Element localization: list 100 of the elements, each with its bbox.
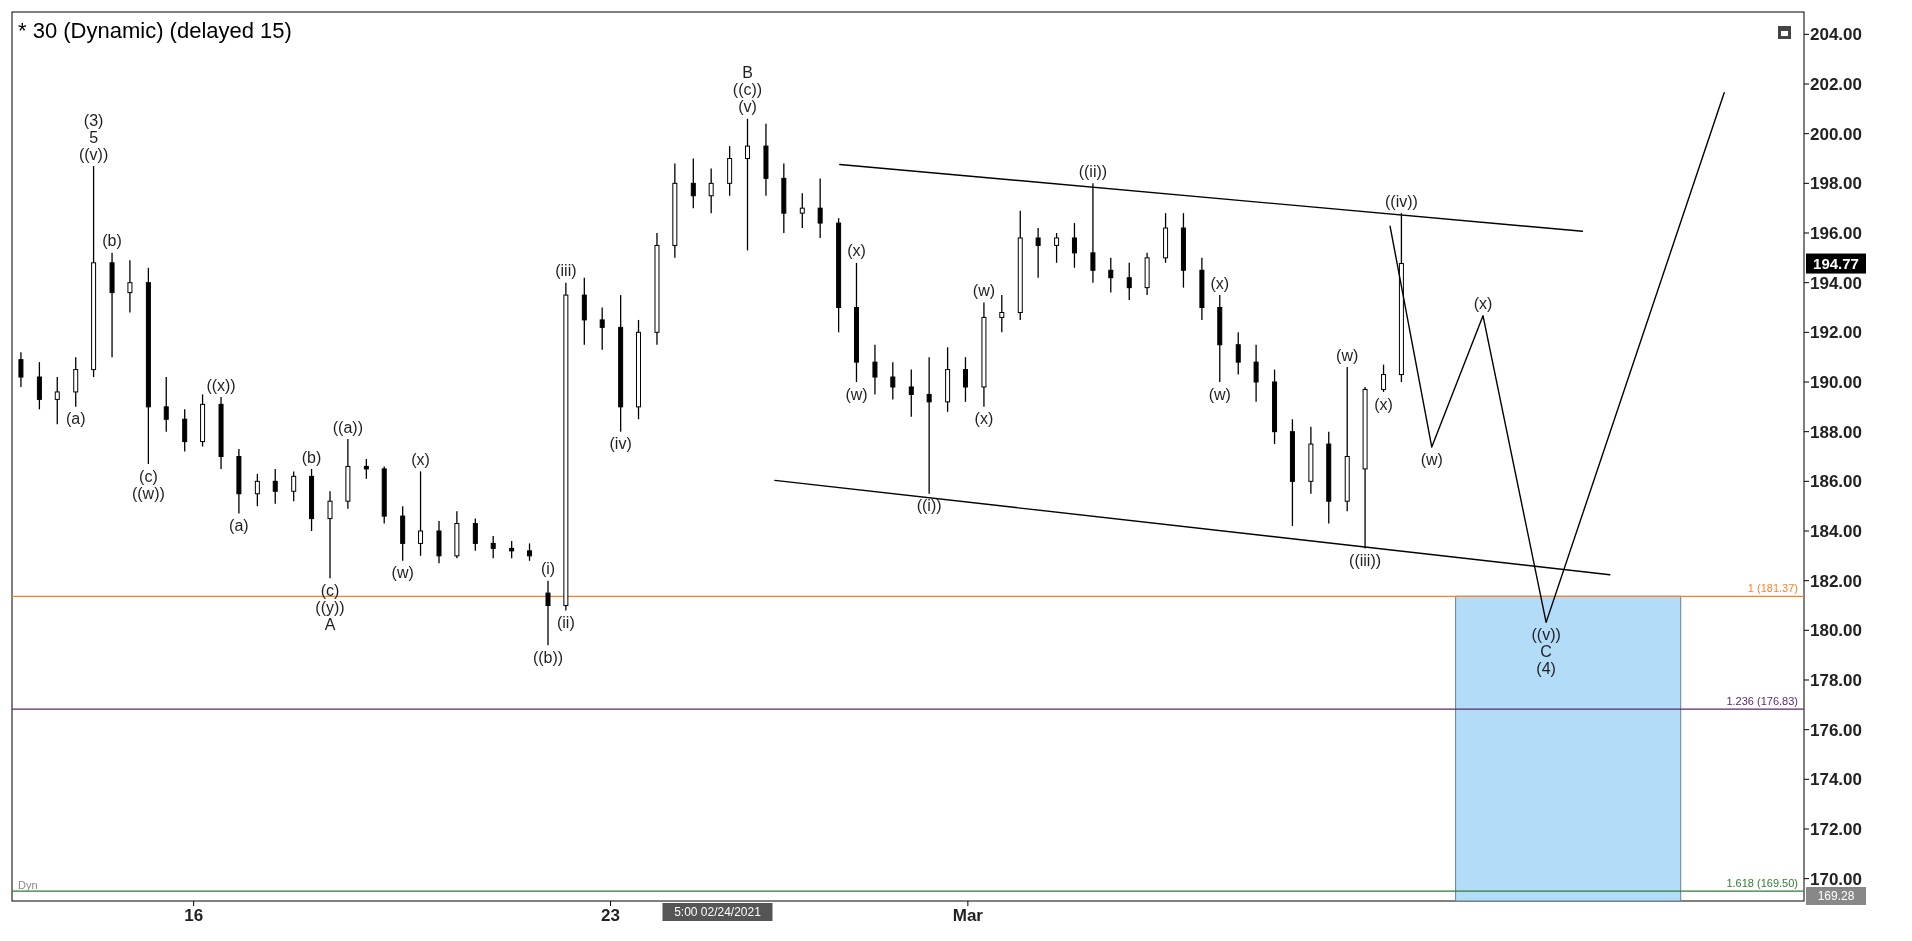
y-tick-label: 184.00 [1810, 521, 1862, 541]
annotation: 5 [89, 128, 99, 146]
annotation: (w) [845, 385, 868, 403]
y-tick-label: 176.00 [1810, 720, 1862, 740]
candlestick [254, 473, 260, 507]
candlestick [599, 306, 605, 351]
candlestick [272, 468, 278, 505]
annotation: ((v)) [78, 145, 109, 163]
annotation: ((w)) [131, 484, 165, 502]
x-tick-label: Mar [952, 906, 984, 925]
candlestick [1126, 262, 1132, 301]
annotation: (iv) [609, 435, 632, 453]
ref-line-label: 1.236 (176.83) [1726, 695, 1798, 708]
x-tick-label: 23 [601, 906, 620, 925]
y-tick-label: 186.00 [1810, 472, 1862, 492]
candlestick [545, 580, 551, 646]
y-tick-label: 180.00 [1810, 621, 1862, 641]
annotation: (3) [83, 111, 104, 129]
candlestick [490, 535, 496, 559]
annotation: (b) [102, 232, 122, 250]
y-tick-label: 190.00 [1810, 372, 1862, 392]
candlestick [127, 259, 133, 314]
annotation: (x) [1473, 295, 1493, 313]
annotation: (w) [972, 282, 996, 300]
y-tick-label: 170.00 [1810, 869, 1862, 889]
y-tick-label: 172.00 [1810, 819, 1862, 839]
candlestick [36, 361, 42, 410]
candlestick [872, 344, 878, 396]
y-tick-label: 204.00 [1810, 25, 1862, 45]
candlestick [890, 361, 896, 401]
y-tick-label: 196.00 [1810, 223, 1862, 243]
candlestick [908, 368, 914, 418]
annotation: (v) [738, 98, 757, 116]
candlestick [54, 376, 60, 425]
annotation: A [324, 615, 336, 633]
y-tick-label: 174.00 [1810, 770, 1862, 790]
candlestick [327, 490, 333, 579]
annotation: ((b)) [532, 648, 564, 666]
annotation: ((i)) [916, 497, 942, 515]
annotation: (x) [974, 410, 994, 428]
candlestick [18, 351, 24, 388]
annotation: B [742, 64, 753, 82]
ref-line-label: 1.618 (169.50) [1726, 877, 1798, 890]
annotation: (w) [1208, 385, 1231, 403]
candlestick [926, 356, 932, 495]
annotation: ((ii)) [1078, 162, 1108, 180]
annotation: (iii) [555, 262, 577, 280]
candlestick [291, 470, 297, 502]
candlestick [182, 408, 188, 453]
y-tick-label: 182.00 [1810, 571, 1862, 591]
annotation: (x) [847, 242, 866, 260]
annotation: (b) [301, 448, 322, 466]
annotation: ((c)) [732, 81, 763, 99]
candlestick [799, 192, 805, 229]
annotation: (w) [391, 564, 414, 582]
annotation: (4) [1536, 659, 1556, 677]
y-tick-label: 200.00 [1810, 124, 1862, 144]
candlestick [1035, 227, 1041, 279]
text: 5:00 02/24/2021 [674, 905, 762, 920]
candlestick [690, 157, 696, 209]
candlestick [472, 517, 478, 552]
text: 194.77 [1813, 254, 1859, 272]
candlestick [817, 177, 823, 239]
chart-title: * 30 (Dynamic) (delayed 15) [18, 18, 292, 43]
candlestick [1108, 257, 1114, 294]
y-tick-label: 192.00 [1810, 323, 1862, 343]
candlestick [1381, 363, 1387, 393]
annotation: ((a)) [332, 418, 363, 436]
text: 169.28 [1817, 889, 1855, 904]
x-tick-label: 16 [184, 906, 204, 925]
candlestick [708, 167, 714, 214]
annotation: Dyn [18, 879, 38, 891]
annotation: ((v)) [1531, 625, 1561, 643]
candlestick [1235, 331, 1241, 376]
candlestick [1071, 222, 1077, 269]
annotation: (ii) [556, 614, 575, 632]
annotation: (a) [229, 517, 249, 535]
annotation: ((x)) [206, 376, 236, 394]
annotation: (c) [139, 467, 158, 485]
candlestick [962, 356, 968, 403]
candlestick [73, 356, 79, 408]
annotation: (i) [540, 560, 556, 578]
candlestick [1054, 232, 1060, 264]
y-tick-label: 194.00 [1810, 273, 1862, 293]
candlestick [418, 470, 424, 557]
candlestick [745, 118, 750, 252]
annotation: ((iii)) [1349, 551, 1382, 569]
annotation: ((y)) [315, 598, 345, 616]
annotation: (x) [411, 451, 430, 468]
annotation: (x) [1374, 395, 1393, 413]
annotation: (w) [1420, 450, 1443, 468]
annotation: (x) [1210, 274, 1230, 292]
ref-line-label: 1 (181.37) [1747, 582, 1798, 595]
candlestick [999, 294, 1005, 333]
y-tick-label: 178.00 [1810, 670, 1862, 690]
annotation: ((iv)) [1384, 192, 1418, 210]
annotation: (w) [1336, 346, 1359, 364]
y-tick-label: 202.00 [1810, 74, 1862, 94]
candlestick [1253, 344, 1259, 403]
annotation: C [1540, 642, 1552, 660]
